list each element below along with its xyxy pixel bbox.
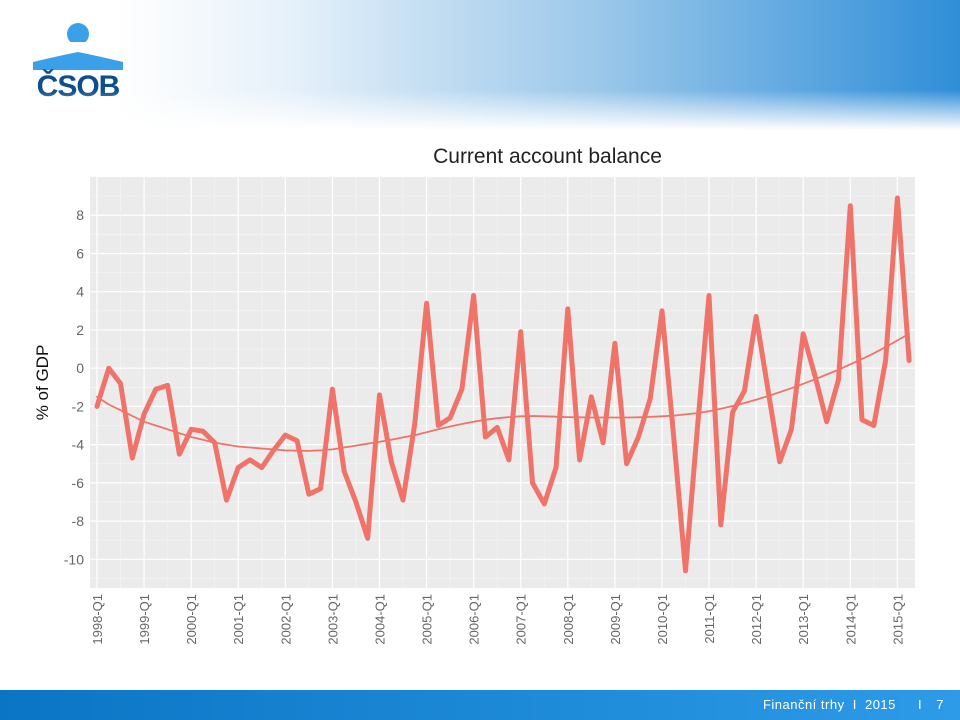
x-tick-label: 2006-Q1	[467, 594, 482, 645]
x-tick-label: 2011-Q1	[702, 594, 717, 644]
page-number: 7	[936, 697, 944, 712]
x-tick-label: 2000-Q1	[184, 594, 199, 645]
chart-area: Current account balance -10 -8 -6 -4 -2 0 2 4 6 8 1…	[0, 130, 960, 690]
logo-mark-icon	[33, 23, 123, 70]
y-tick-label: 0	[76, 360, 84, 376]
x-tick-label: 2001-Q1	[231, 594, 246, 645]
trend-line	[96, 332, 910, 452]
y-tick-label: 4	[76, 284, 84, 300]
y-tick-label: -2	[72, 398, 85, 414]
header-banner: ČSOB	[0, 0, 960, 130]
x-tick-label: 2012-Q1	[749, 594, 764, 645]
footer-separator: I	[918, 697, 923, 712]
y-tick-label: -4	[72, 437, 85, 453]
x-tick-label: 1998-Q1	[90, 594, 105, 645]
line-chart: Current account balance -10 -8 -6 -4 -2 0 2 4 6 8 1…	[33, 145, 915, 645]
y-tick-label: -10	[64, 551, 84, 567]
data-line	[94, 195, 912, 574]
x-tick-label: 2004-Q1	[372, 594, 387, 645]
y-tick-label: -8	[72, 513, 85, 529]
y-tick-label: 8	[76, 207, 84, 223]
plot-panel	[90, 177, 915, 588]
csob-logo: ČSOB	[28, 22, 128, 103]
x-tick-label: 2002-Q1	[278, 594, 293, 645]
y-tick-label: 2	[76, 322, 84, 338]
y-tick-label: -6	[72, 475, 85, 491]
x-tick-label: 2008-Q1	[561, 594, 576, 645]
x-tick-label: 2014-Q1	[843, 594, 858, 645]
chart-title: Current account balance	[433, 145, 662, 168]
footer-year: 2015	[864, 697, 896, 712]
footer-bar: Finanční trhy I 2015 I 7	[0, 690, 960, 720]
logo-text: ČSOB	[36, 70, 121, 103]
x-tick-label: 2013-Q1	[796, 594, 811, 645]
x-tick-label: 2003-Q1	[325, 594, 340, 645]
x-tick-label: 2010-Q1	[655, 594, 670, 645]
footer-separator: I	[852, 697, 857, 712]
y-tick-label: 6	[76, 245, 84, 261]
x-tick-label: 2015-Q1	[890, 594, 905, 645]
x-tick-label: 1999-Q1	[137, 594, 152, 645]
y-axis-label: % of GDP	[33, 345, 52, 421]
x-tick-label: 2009-Q1	[608, 594, 623, 645]
footer-text: Finanční trhy I 2015 I 7	[759, 697, 944, 712]
footer-label: Finanční trhy	[762, 697, 845, 712]
x-tick-label: 2007-Q1	[514, 594, 529, 645]
x-tick-label: 2005-Q1	[420, 594, 435, 645]
